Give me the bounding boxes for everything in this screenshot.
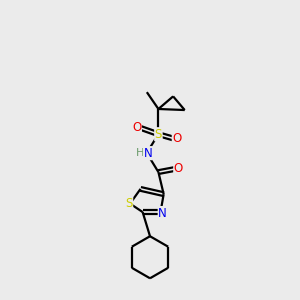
- Text: N: N: [158, 207, 167, 220]
- Text: S: S: [155, 128, 162, 141]
- Text: N: N: [143, 147, 152, 160]
- Text: S: S: [125, 197, 133, 210]
- Text: O: O: [132, 122, 141, 134]
- Text: O: O: [172, 132, 182, 145]
- Text: O: O: [174, 162, 183, 176]
- Text: H: H: [136, 148, 144, 158]
